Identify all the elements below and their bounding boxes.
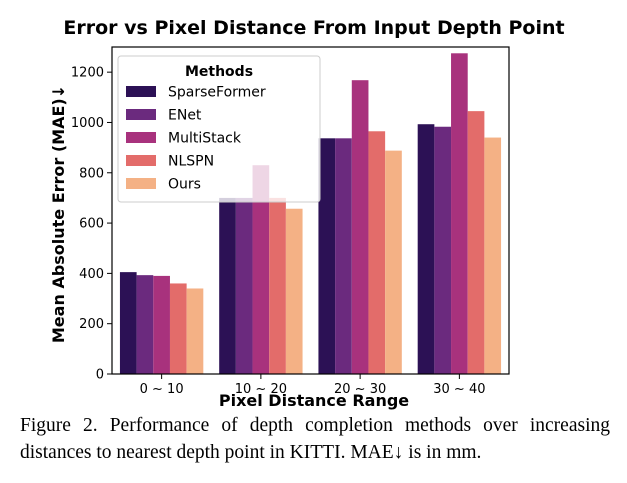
bar-enet-3: [434, 126, 452, 375]
y-tick-label-1200: 1200: [71, 66, 104, 81]
y-axis-label: Mean Absolute Error (MAE)↓: [49, 85, 68, 343]
bar-nlspn-2: [368, 131, 386, 374]
y-tick-label-200: 200: [79, 317, 104, 332]
legend-label-ours: Ours: [168, 177, 201, 193]
legend-swatch-sparseformer: [126, 86, 156, 97]
legend-label-enet: ENet: [168, 108, 202, 124]
y-tick-label-800: 800: [79, 166, 104, 181]
bar-enet-1: [235, 197, 253, 374]
bar-nlspn-0: [169, 283, 187, 374]
bar-ours-1: [285, 208, 303, 374]
x-tick-label-0: 0 ~ 10: [140, 382, 184, 397]
bar-enet-2: [335, 138, 352, 374]
legend-label-nlspn: NLSPN: [168, 154, 214, 170]
y-tick-label-400: 400: [79, 267, 104, 282]
bar-sparseformer-1: [219, 197, 236, 374]
plot-area: 0 200 400 600 800 1000 1200 0 ~ 10 10 ~ 20 20 ~ 3…: [71, 46, 510, 397]
legend-swatch-ours: [126, 178, 156, 189]
y-tick-label-0: 0: [96, 368, 104, 383]
bar-sparseformer-2: [318, 138, 336, 374]
bar-sparseformer-0: [119, 272, 137, 374]
plot-frame: [111, 46, 510, 375]
bar-ours-0: [186, 288, 204, 374]
x-tick-label-1: 10 ~ 20: [235, 382, 287, 397]
bar-enet-0: [136, 275, 154, 374]
legend-swatch-nlspn: [126, 155, 156, 166]
legend-swatch-enet: [126, 109, 156, 120]
bar-nlspn-1: [269, 197, 286, 374]
bar-chart: Error vs Pixel Distance From Input Depth…: [49, 17, 565, 410]
legend-swatch-multistack: [126, 132, 156, 143]
y-tick-label-1000: 1000: [71, 116, 104, 131]
bar-sparseformer-3: [417, 124, 435, 374]
chart-title: Error vs Pixel Distance From Input Depth…: [63, 17, 564, 39]
bar-multistack-2: [351, 80, 369, 374]
legend-title: Methods: [185, 64, 253, 80]
x-axis-label: Pixel Distance Range: [219, 391, 409, 410]
x-tick-label-3: 30 ~ 40: [433, 382, 485, 397]
bar-ours-2: [385, 150, 402, 374]
legend-label-multistack: MultiStack: [168, 131, 242, 147]
bar-nlspn-3: [467, 111, 485, 374]
legend-box: [117, 55, 321, 203]
y-tick-label-600: 600: [79, 217, 104, 232]
figure-caption: Figure 2. Performance of depth completio…: [20, 415, 610, 463]
legend-label-sparseformer: SparseFormer: [168, 85, 266, 101]
bar-multistack-1: [252, 165, 270, 374]
bar-multistack-3: [451, 53, 468, 374]
bar-multistack-0: [153, 275, 170, 374]
x-tick-label-2: 20 ~ 30: [334, 382, 386, 397]
bar-ours-3: [484, 137, 502, 374]
